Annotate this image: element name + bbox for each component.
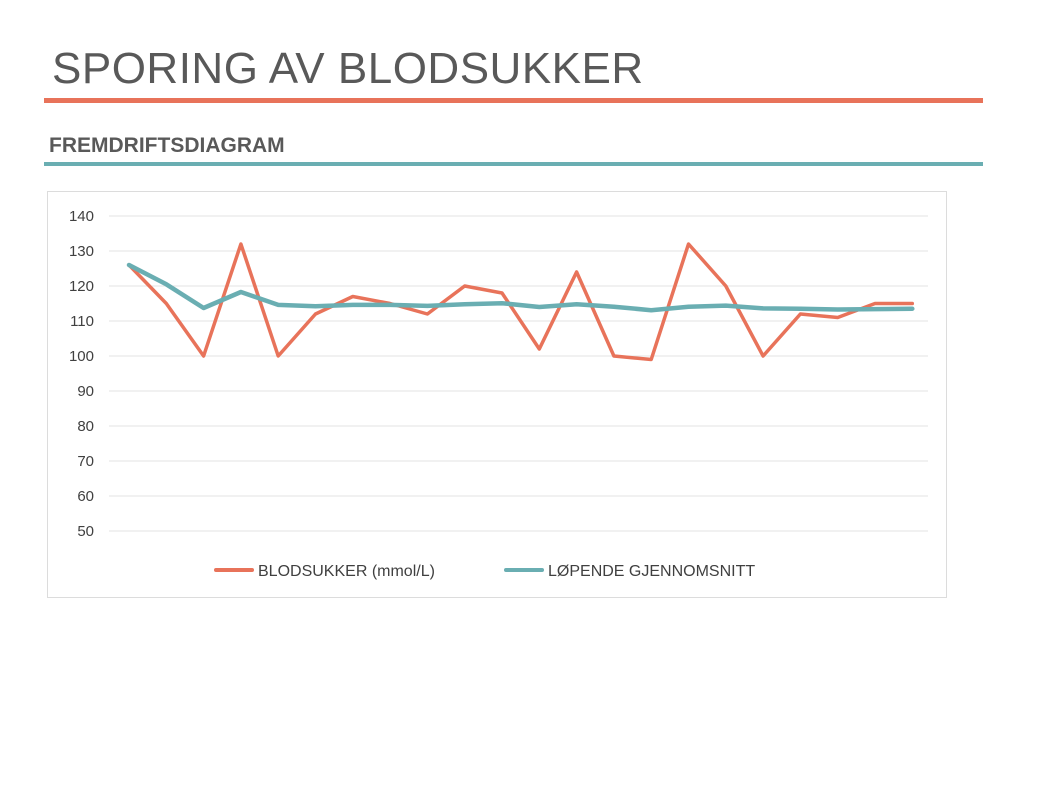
y-tick-label: 60 xyxy=(77,488,94,505)
series-line-blodsukker xyxy=(127,242,915,362)
y-axis-ticks: 140 130 120 110 100 90 80 70 60 50 xyxy=(69,208,94,540)
legend: BLODSUKKER (mmol/L) LØPENDE GJENNOMSNITT xyxy=(214,563,755,580)
series-line-lopende-gjennomsnitt xyxy=(126,262,915,313)
y-tick-label: 100 xyxy=(69,348,94,365)
y-tick-label: 70 xyxy=(77,453,94,470)
section-rule xyxy=(44,162,983,166)
series-lines xyxy=(126,242,915,362)
section-title: FREMDRIFTSDIAGRAM xyxy=(49,134,285,157)
y-tick-label: 120 xyxy=(69,278,94,295)
y-tick-label: 110 xyxy=(70,313,94,330)
y-tick-label: 130 xyxy=(69,243,94,260)
y-tick-label: 140 xyxy=(69,208,94,225)
progress-chart: 140 130 120 110 100 90 80 70 60 50 BLODSUKKER (mm… xyxy=(69,208,928,580)
y-tick-label: 50 xyxy=(77,523,94,540)
y-tick-label: 90 xyxy=(77,383,94,400)
chart-frame: 140 130 120 110 100 90 80 70 60 50 BLODSUKKER (mm… xyxy=(47,191,947,598)
page-title: SPORING AV BLODSUKKER xyxy=(52,44,644,93)
legend-label: LØPENDE GJENNOMSNITT xyxy=(548,563,755,580)
title-rule xyxy=(44,98,983,103)
grid-lines xyxy=(109,215,928,532)
y-tick-label: 80 xyxy=(77,418,94,435)
legend-label: BLODSUKKER (mmol/L) xyxy=(258,563,435,580)
